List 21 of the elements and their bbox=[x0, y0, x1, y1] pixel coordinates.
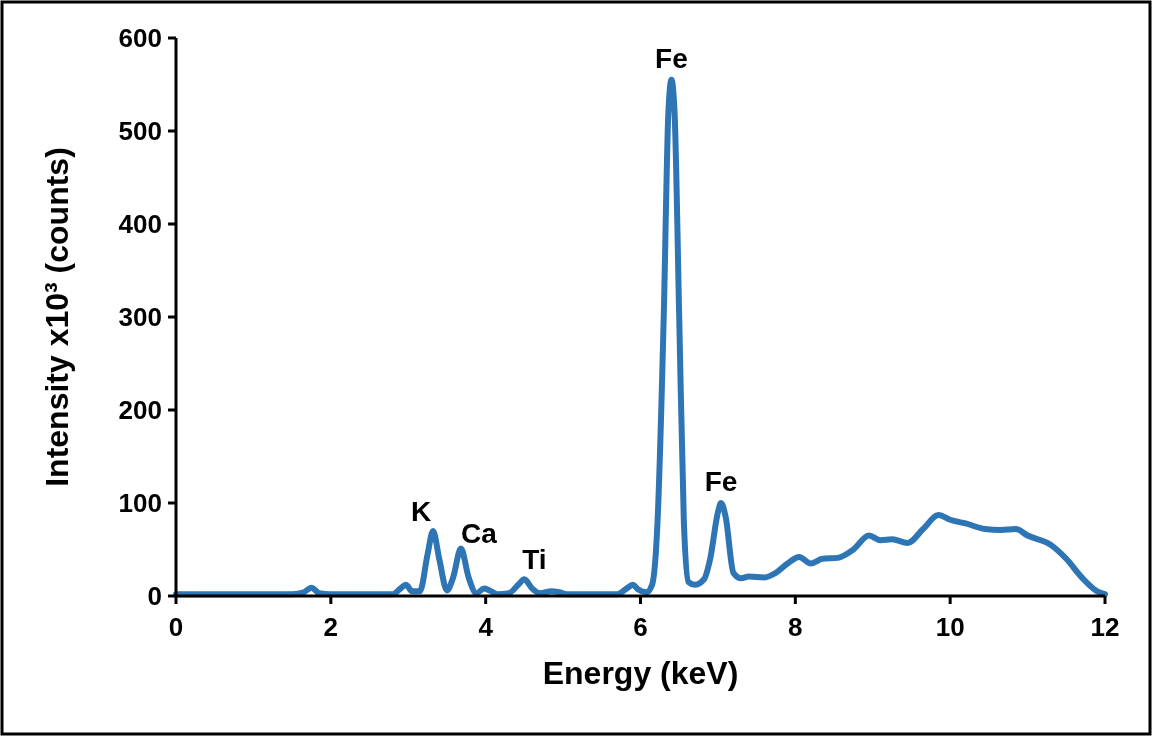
y-tick-label: 500 bbox=[118, 116, 162, 147]
y-tick-label: 100 bbox=[118, 488, 162, 519]
x-tick-label: 12 bbox=[1090, 612, 1120, 642]
x-tick-label: 4 bbox=[478, 612, 494, 642]
y-tick-label: 400 bbox=[118, 209, 162, 240]
x-axis-title: Energy (keV) bbox=[542, 655, 739, 691]
y-tick-label: 300 bbox=[118, 302, 162, 333]
annotation: Fe bbox=[655, 42, 688, 74]
x-tick-label: 2 bbox=[323, 612, 339, 642]
x-tick-label: 8 bbox=[788, 612, 803, 642]
y-axis-title: Intensity x10³ (counts) bbox=[39, 147, 75, 487]
x-tick-label: 10 bbox=[935, 612, 965, 642]
annotation: Ti bbox=[522, 544, 547, 576]
x-tick-label: 0 bbox=[168, 612, 184, 642]
y-tick-label: 0 bbox=[147, 581, 162, 612]
annotation: Fe bbox=[704, 466, 738, 497]
annotation: K bbox=[410, 495, 432, 527]
y-tick-label: 600 bbox=[118, 23, 162, 54]
x-tick-label: 6 bbox=[633, 612, 648, 642]
y-tick-label: 200 bbox=[118, 395, 162, 426]
annotation: Ca bbox=[460, 517, 498, 549]
